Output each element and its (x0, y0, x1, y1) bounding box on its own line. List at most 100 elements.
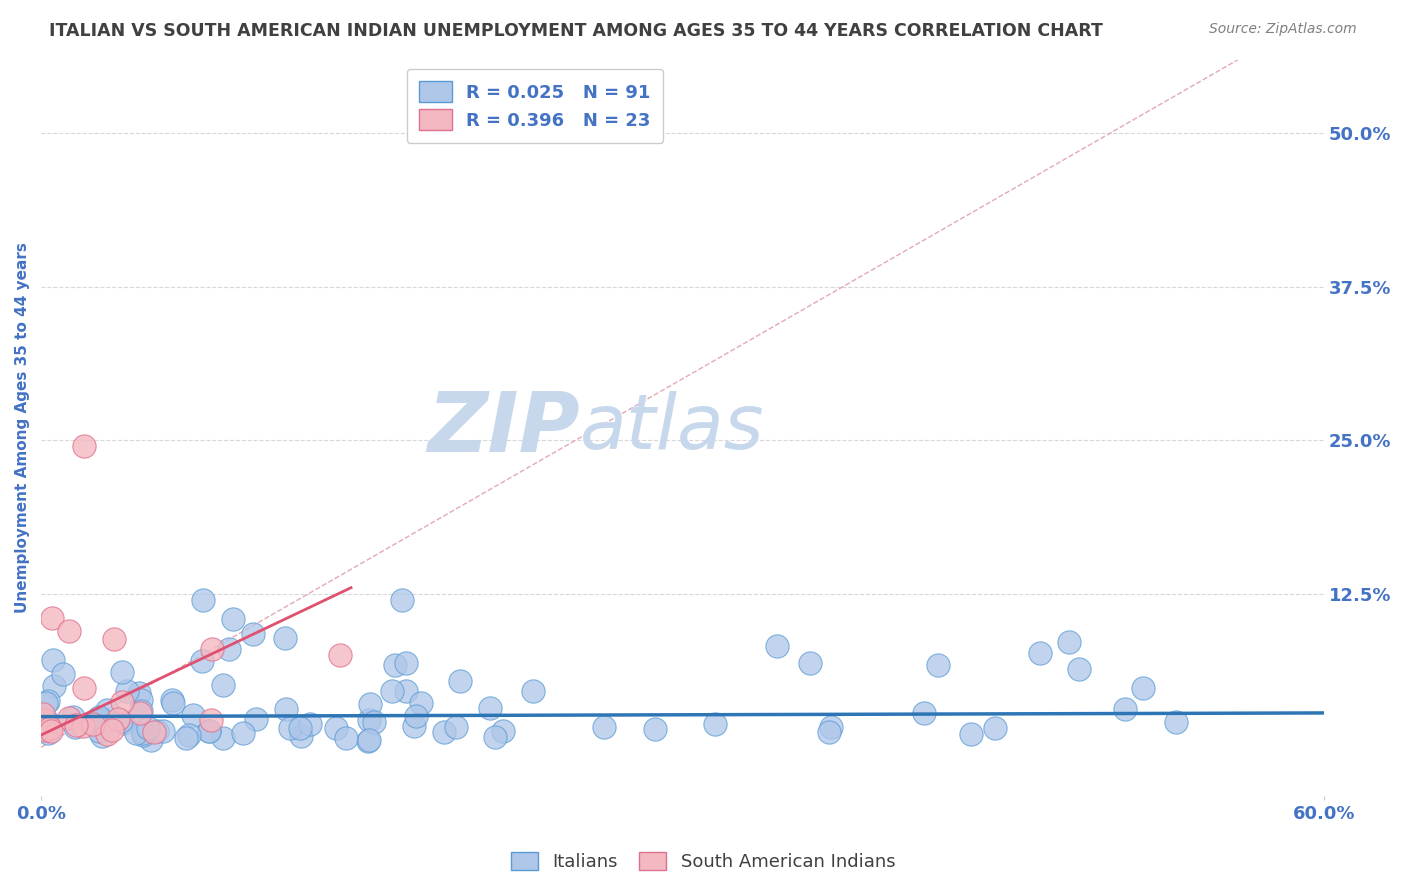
Point (32, 714, 55, 728)
Text: ITALIAN VS SOUTH AMERICAN INDIAN UNEMPLOYMENT AMONG AGES 35 TO 44 YEARS CORRELAT: ITALIAN VS SOUTH AMERICAN INDIAN UNEMPLO… (49, 22, 1104, 40)
Point (298, 716, 321, 731)
Point (411, 696, 433, 710)
Point (222, 612, 245, 626)
Text: atlas: atlas (579, 391, 765, 465)
Point (325, 721, 347, 735)
Point (89, 724, 111, 739)
Point (593, 720, 616, 734)
Point (115, 683, 138, 698)
Point (391, 593, 413, 607)
Point (136, 721, 159, 735)
Point (492, 724, 515, 739)
Point (644, 723, 666, 737)
Legend: Italians, South American Indians: Italians, South American Indians (503, 845, 903, 879)
Point (212, 731, 235, 745)
Point (984, 721, 1007, 735)
Point (242, 627, 264, 641)
Point (91, 729, 114, 743)
Point (290, 729, 312, 743)
Text: ZIP: ZIP (427, 387, 579, 468)
Point (125, 726, 148, 740)
Point (103, 632, 125, 647)
Point (704, 717, 727, 731)
Point (381, 683, 404, 698)
Point (96, 703, 118, 717)
Point (58, 711, 80, 725)
Point (132, 725, 155, 739)
Point (359, 732, 381, 747)
Point (73, 440, 96, 454)
Point (44, 679, 66, 693)
Point (110, 714, 132, 728)
Point (37, 726, 59, 740)
Point (110, 714, 132, 728)
Point (402, 718, 425, 732)
Point (201, 642, 224, 657)
Point (1114, 702, 1136, 716)
Point (131, 704, 153, 718)
Point (912, 706, 935, 720)
Point (478, 701, 501, 715)
Point (335, 731, 357, 745)
Point (405, 709, 427, 723)
Point (433, 725, 456, 739)
Point (111, 695, 134, 709)
Point (100, 723, 122, 737)
Point (799, 656, 821, 670)
Point (191, 654, 214, 668)
Point (139, 733, 162, 747)
Point (152, 724, 174, 739)
Point (522, 684, 544, 698)
Point (198, 724, 221, 739)
Point (31, 706, 53, 721)
Point (65, 718, 87, 732)
Point (200, 713, 222, 727)
Point (142, 724, 165, 739)
Point (34, 723, 56, 737)
Point (288, 721, 311, 735)
Point (960, 727, 983, 741)
Point (484, 730, 506, 744)
Point (444, 720, 467, 734)
Point (218, 642, 240, 657)
Point (179, 728, 201, 742)
Point (111, 665, 134, 679)
Point (174, 731, 197, 745)
Point (82, 717, 104, 731)
Point (131, 693, 153, 707)
Point (63, 721, 86, 735)
Point (107, 712, 129, 726)
Point (1166, 715, 1188, 730)
Point (1029, 646, 1052, 660)
Point (384, 658, 406, 673)
Point (41, 611, 63, 625)
Point (1067, 662, 1090, 676)
Point (39, 723, 62, 738)
Point (395, 683, 418, 698)
Point (90, 713, 112, 727)
Point (766, 639, 789, 653)
Point (42, 653, 65, 667)
Point (329, 648, 352, 663)
Point (820, 720, 842, 734)
Point (449, 674, 471, 689)
Point (87, 710, 110, 724)
Point (90, 714, 112, 729)
Point (245, 712, 267, 726)
Point (357, 734, 380, 748)
Point (72, 719, 94, 733)
Point (1057, 634, 1080, 648)
Point (37, 693, 59, 707)
Point (35, 696, 58, 710)
Point (395, 656, 418, 670)
Point (58, 624, 80, 638)
Text: Source: ZipAtlas.com: Source: ZipAtlas.com (1209, 22, 1357, 37)
Point (62, 710, 84, 724)
Point (198, 724, 221, 739)
Point (111, 715, 134, 730)
Point (73, 681, 96, 696)
Point (359, 713, 381, 727)
Point (278, 721, 301, 735)
Point (1132, 681, 1154, 695)
Point (276, 702, 298, 716)
